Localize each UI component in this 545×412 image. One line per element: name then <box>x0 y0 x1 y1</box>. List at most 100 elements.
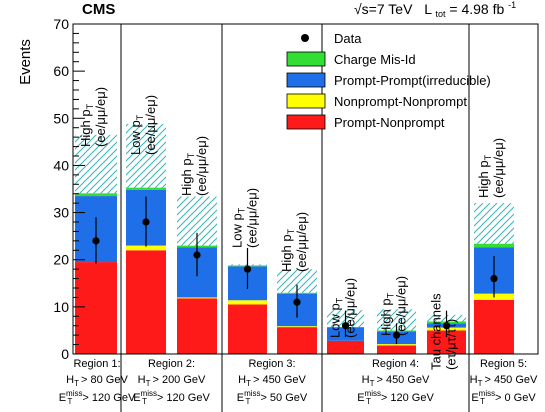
ht-subscript: T <box>74 379 79 388</box>
met-symbol: E <box>357 392 364 404</box>
region-name: Region 3: <box>248 358 295 370</box>
ht-subscript: T <box>246 379 251 388</box>
region-name: Region 1: <box>73 358 120 370</box>
met-symbol: E <box>133 392 140 404</box>
bin-label-subscript: T <box>335 297 345 303</box>
ht-value: > 80 GeV <box>81 374 128 386</box>
bar-nonprompt_nonprompt <box>277 326 317 328</box>
lumi-subscript: tot <box>435 9 446 19</box>
region-met-cut: Emiss T > 50 GeV <box>237 389 308 406</box>
bin-label-line: High pT <box>279 228 296 272</box>
legend-marker-data <box>301 34 309 42</box>
bar-nonprompt_nonprompt <box>126 245 166 251</box>
ht-value: > 450 GeV <box>253 374 307 386</box>
bin-label-line: (ee/μμ/eμ) <box>343 278 358 338</box>
data-point <box>392 331 401 339</box>
uncertainty-band <box>75 134 117 194</box>
bin-label-line: (ee/μμ/eμ) <box>143 95 158 155</box>
lumi-symbol: L <box>424 1 432 17</box>
met-symbol: E <box>59 392 66 404</box>
data-point <box>243 265 252 273</box>
region-name: Region 4: <box>372 358 419 370</box>
legend-label: Charge Mis-Id <box>334 52 416 67</box>
bin-label-line: (ee/μμ/eμ) <box>194 136 209 196</box>
data-point <box>442 322 451 330</box>
met-superscript: miss <box>66 389 82 398</box>
plot-frame <box>72 23 539 355</box>
lumi-exponent: -1 <box>508 0 516 10</box>
met-superscript: miss <box>141 389 157 398</box>
met-symbol: E <box>237 392 244 404</box>
y-tick-label: 20 <box>53 252 69 268</box>
bin-label-prefix: Low p <box>128 120 143 155</box>
legend-swatch-charge_misid <box>286 51 326 67</box>
bin-label-line: (ee/μμ/eμ) <box>491 138 506 198</box>
bin-label-line: High pT <box>476 154 493 198</box>
y-tick-label: 50 <box>53 110 69 126</box>
ht-subscript: T <box>478 379 483 388</box>
region-ht-cut: HT > 450 GeV <box>470 374 538 388</box>
met-subscript: T <box>68 397 73 406</box>
region-dividers <box>120 24 470 412</box>
region-met-cut: Emiss T > 120 GeV <box>357 389 434 406</box>
bin-label-subscript: T <box>135 114 145 120</box>
legend-swatch-prompt_prompt <box>286 72 326 88</box>
bin-label-line: High pT <box>78 103 95 147</box>
bin-label-line: Low pT <box>128 114 145 155</box>
uncertainty-band <box>474 203 514 244</box>
met-value: > 50 GeV <box>260 392 307 404</box>
legend-label: Prompt-Nonprompt <box>334 115 445 130</box>
ht-value: > 200 GeV <box>152 374 206 386</box>
ht-symbol: H <box>138 374 146 386</box>
cms-label: CMS <box>82 1 115 18</box>
bin-label-line: High pT <box>179 152 196 196</box>
met-superscript: miss <box>244 389 260 398</box>
bar-prompt_nonprompt <box>474 299 514 354</box>
data-points <box>92 196 498 345</box>
bin-label-line: (ee/μμ/eμ) <box>93 87 108 147</box>
met-subscript: T <box>142 397 147 406</box>
bin-labels: High pT(ee/μμ/eμ) Low pT(ee/μμ/eμ)High pT… <box>78 87 506 370</box>
y-tick-label: 70 <box>53 16 69 32</box>
bar-prompt_nonprompt <box>228 304 267 354</box>
bin-label-subscript: T <box>286 228 296 234</box>
met-value: > 0 GeV <box>495 392 536 404</box>
bar-prompt_nonprompt <box>75 262 117 354</box>
bar-charge_misid <box>126 187 166 190</box>
ht-symbol: H <box>238 374 246 386</box>
bar-nonprompt_nonprompt <box>228 300 267 305</box>
bin-label-prefix: High p <box>279 234 294 272</box>
met-symbol: E <box>471 392 478 404</box>
bar-prompt_nonprompt <box>427 330 466 354</box>
ht-symbol: H <box>362 374 370 386</box>
data-point <box>142 218 150 226</box>
uncertainty-band <box>377 309 416 331</box>
y-tick-label: 40 <box>53 157 69 173</box>
bin-label-subscript: T <box>386 292 396 298</box>
bin-label-prefix: High p <box>476 160 491 198</box>
region-ht-cut: HT > 450 GeV <box>238 374 306 388</box>
region-met-cut: Emiss T > 0 GeV <box>471 389 536 406</box>
bin-label-subscript: T <box>85 103 95 109</box>
bar-prompt_nonprompt <box>126 250 166 354</box>
bar-nonprompt_nonprompt <box>377 344 416 346</box>
y-tick-label: 10 <box>53 299 69 315</box>
met-value: > 120 GeV <box>82 392 136 404</box>
region-ht-cut: HT > 200 GeV <box>138 374 206 388</box>
region-name: Region 5: <box>480 358 527 370</box>
bin-label-line: High pT <box>379 292 396 336</box>
bin-label-line: (ee/μμ/eμ) <box>294 212 309 272</box>
y-axis: 0 10 20 30 40 50 60 70 <box>53 16 85 362</box>
legend-label: Prompt-Prompt(irreducible) <box>334 73 491 88</box>
met-superscript: miss <box>365 389 381 398</box>
y-axis-label: Events <box>17 39 34 85</box>
bar-prompt_nonprompt <box>177 298 217 354</box>
bin-label-prefix: Low p <box>328 303 343 338</box>
region-met-cut: Emiss T > 120 GeV <box>59 389 136 406</box>
bin-label-line: Low pT <box>230 207 247 248</box>
data-point <box>92 237 100 245</box>
met-subscript: T <box>366 397 371 406</box>
legend-swatch-prompt_nonprompt <box>286 114 326 130</box>
